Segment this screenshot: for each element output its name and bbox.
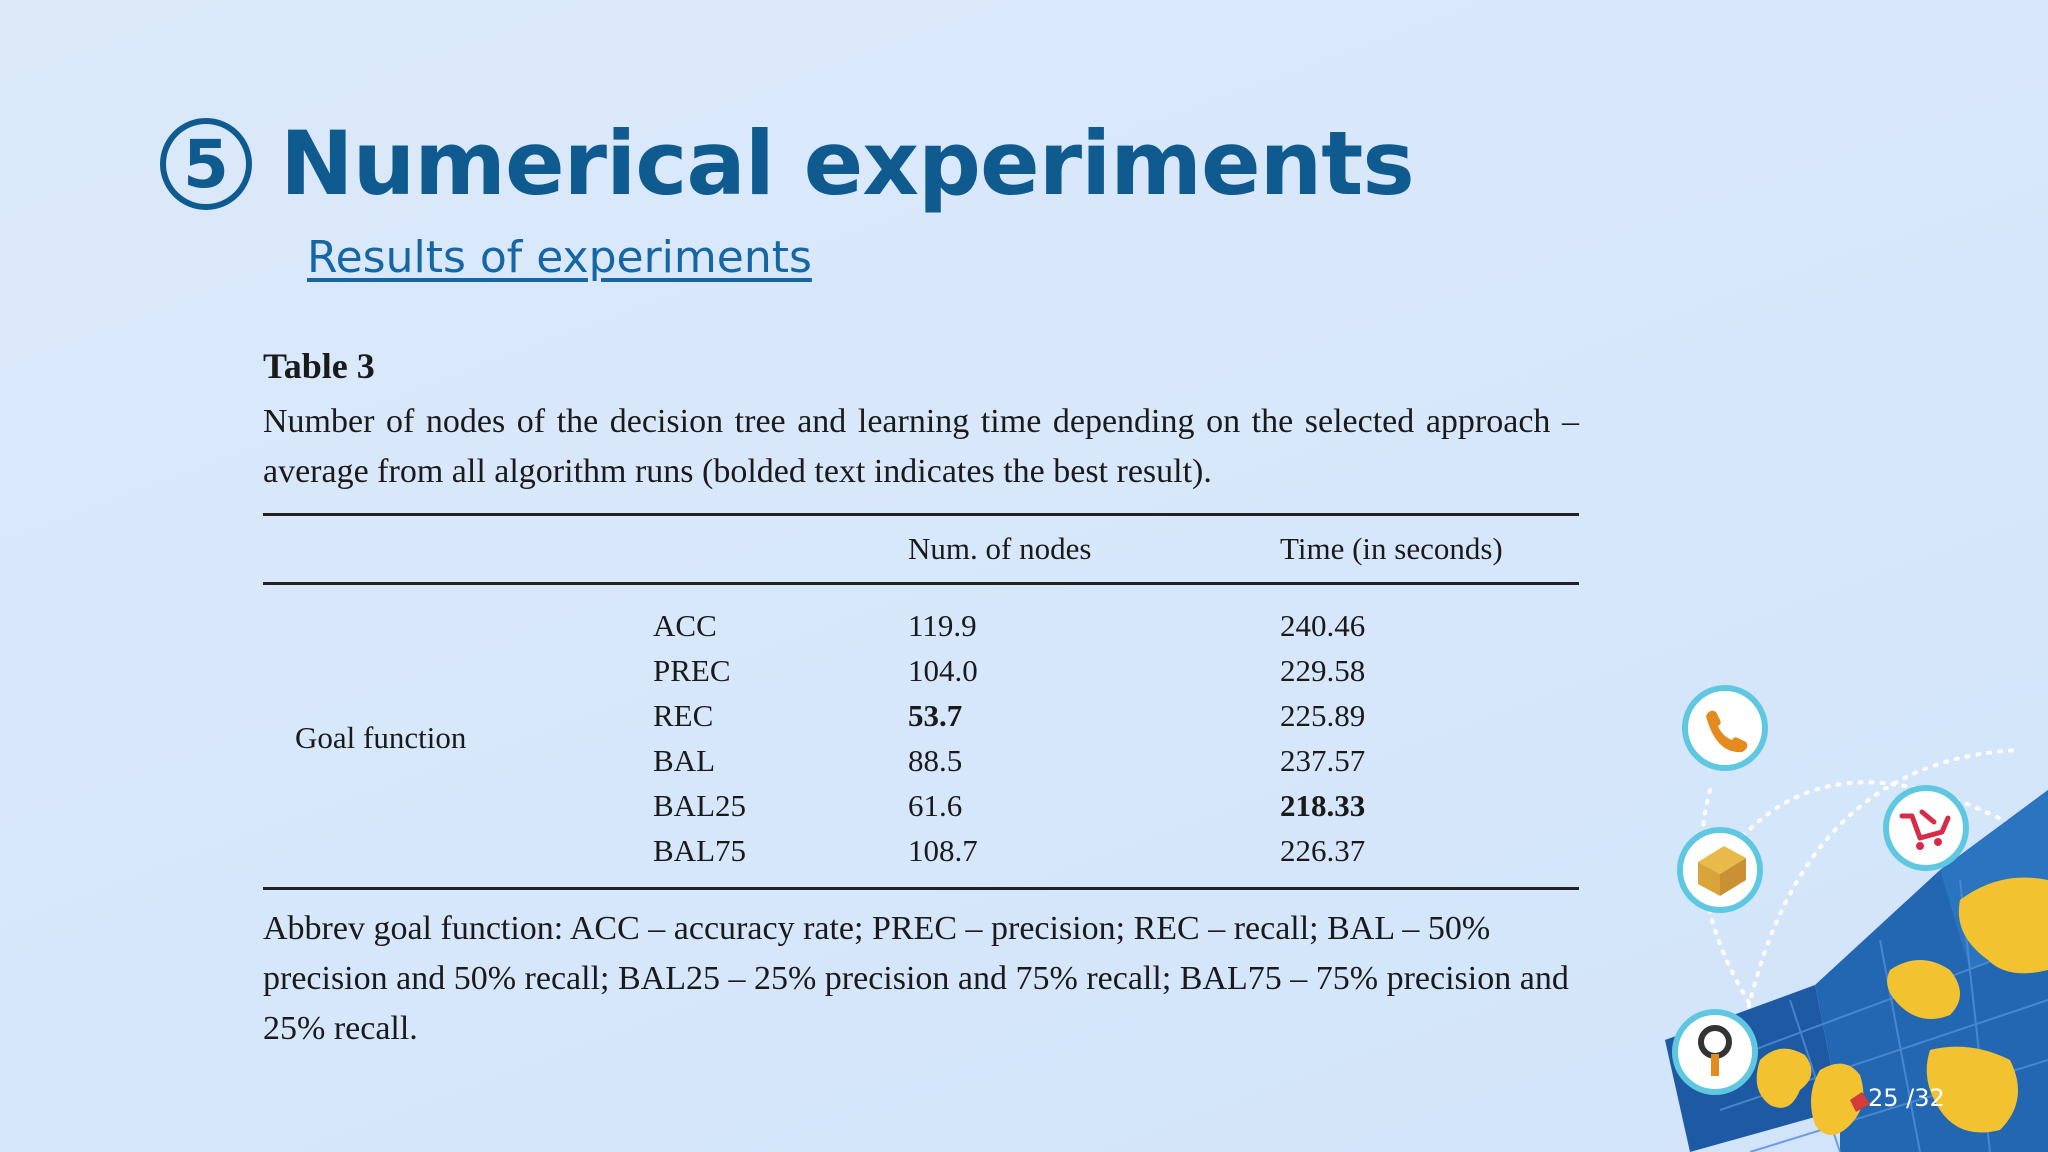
row-time: 225.89 (1280, 697, 1366, 733)
section-number-badge: 5 (160, 118, 252, 210)
row-time: 237.57 (1280, 742, 1366, 778)
bottom-rule (263, 887, 1579, 890)
row-name: REC (653, 697, 714, 733)
row-nodes: 88.5 (908, 742, 963, 778)
row-name: BAL (653, 742, 715, 778)
row-name: BAL75 (653, 832, 746, 868)
results-table: Num. of nodes Time (in seconds) Goal fun… (263, 516, 1579, 887)
table-footnote: Abbrev goal function: ACC – accuracy rat… (263, 910, 1569, 1047)
row-nodes-best: 53.7 (908, 697, 963, 733)
table-figure: Table 3 Number of nodes of the decision … (263, 345, 1579, 1054)
row-time: 226.37 (1280, 832, 1366, 868)
row-nodes: 119.9 (908, 607, 977, 643)
table-row: REC 53.7 225.89 (263, 693, 1579, 738)
table-header-row: Num. of nodes Time (in seconds) (263, 516, 1579, 584)
phone-icon[interactable] (1682, 685, 1768, 771)
location-pin-icon[interactable] (1672, 1009, 1758, 1095)
row-name: BAL25 (653, 787, 746, 823)
row-nodes: 61.6 (908, 787, 963, 823)
row-time: 240.46 (1280, 607, 1366, 643)
slide-title: Numerical experiments (280, 112, 1415, 215)
header-cell (263, 516, 653, 584)
table-row: BAL25 61.6 218.33 (263, 783, 1579, 828)
group-label: Goal function (295, 720, 467, 755)
package-icon[interactable] (1677, 827, 1763, 913)
table-row: Goal function ACC 119.9 240.46 (263, 603, 1579, 756)
globe-map-decoration (1665, 685, 2048, 1152)
slide-subtitle-link[interactable]: Results of experiments (307, 232, 812, 283)
header-nodes: Num. of nodes (908, 531, 1092, 566)
row-time: 229.58 (1280, 652, 1366, 688)
row-name: ACC (653, 607, 717, 643)
header-time: Time (in seconds) (1280, 531, 1503, 566)
table-row: PREC 104.0 229.58 (263, 648, 1579, 693)
row-time-best: 218.33 (1280, 787, 1366, 823)
row-name: PREC (653, 652, 731, 688)
row-nodes: 104.0 (908, 652, 978, 688)
cart-icon[interactable] (1883, 785, 1969, 871)
table-row: BAL75 108.7 226.37 (263, 828, 1579, 873)
table-label: Table 3 (263, 346, 375, 386)
slide-title-row: 5 Numerical experiments (160, 112, 1415, 215)
table-row: BAL 88.5 237.57 (263, 738, 1579, 783)
row-nodes: 108.7 (908, 832, 978, 868)
header-cell (653, 516, 908, 584)
top-rule (263, 513, 1579, 516)
page-indicator: 25 /32 (1868, 1084, 1945, 1112)
table-caption: Number of nodes of the decision tree and… (263, 403, 1579, 490)
